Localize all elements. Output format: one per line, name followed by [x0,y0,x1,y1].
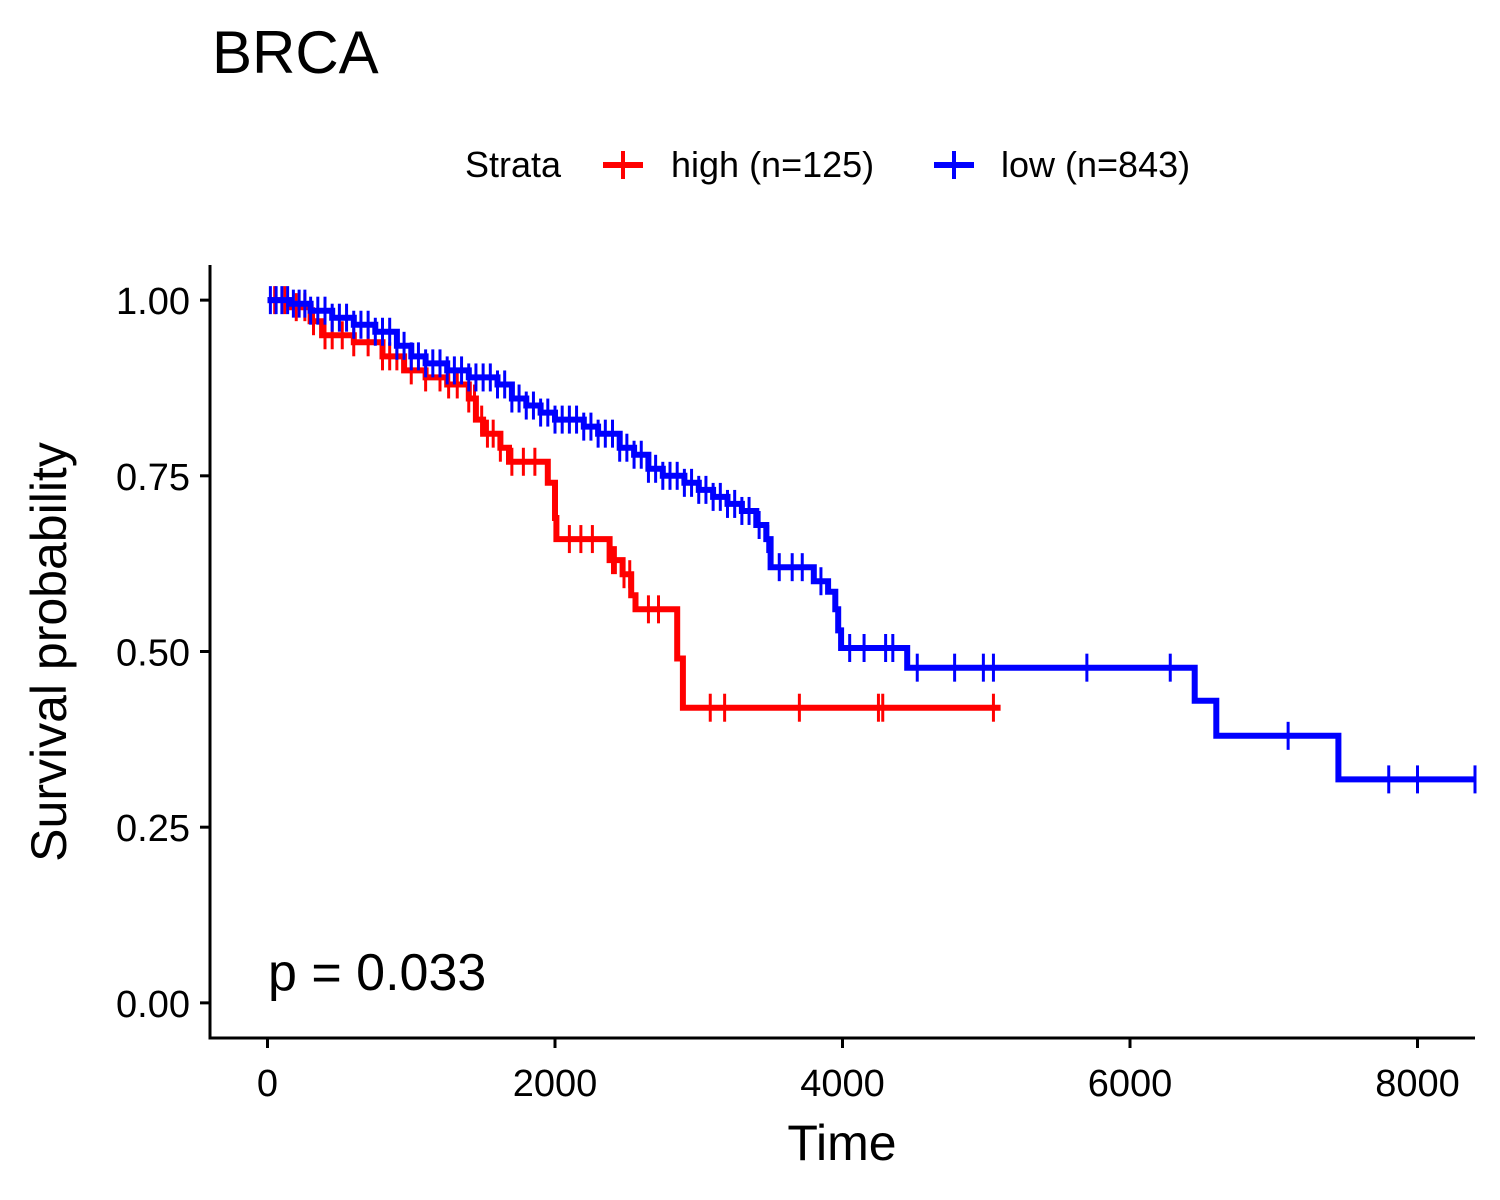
p-value-annotation: p = 0.033 [268,944,486,1002]
x-tick-label: 8000 [1375,1063,1460,1105]
y-tick-label: 0.00 [116,984,190,1026]
y-tick-label: 0.50 [116,633,190,675]
legend-key-low [934,151,974,179]
x-tick-label: 4000 [800,1063,885,1105]
x-tick-label: 2000 [513,1063,598,1105]
legend-key-high [603,151,643,179]
axes: 0.00 0.25 0.50 0.75 1.00 0 2000 4000 6000 8000 [116,265,1475,1105]
chart-title: BRCA [212,19,379,86]
y-tick-label: 0.25 [116,808,190,850]
x-axis-label: Time [787,1115,896,1171]
series-low [267,286,1477,794]
y-tick-label: 1.00 [116,281,190,323]
x-tick-label: 6000 [1088,1063,1173,1105]
legend-label-high: high (n=125) [671,144,874,185]
legend-label-low: low (n=843) [1001,144,1190,185]
legend: Strata high (n=125) low (n=843) [465,144,1190,185]
x-tick-label: 0 [257,1063,278,1105]
series-high [267,286,1001,722]
plot-area [267,286,1477,794]
y-tick-label: 0.75 [116,457,190,499]
y-axis-label: Survival probability [21,442,77,862]
legend-title: Strata [465,144,562,185]
